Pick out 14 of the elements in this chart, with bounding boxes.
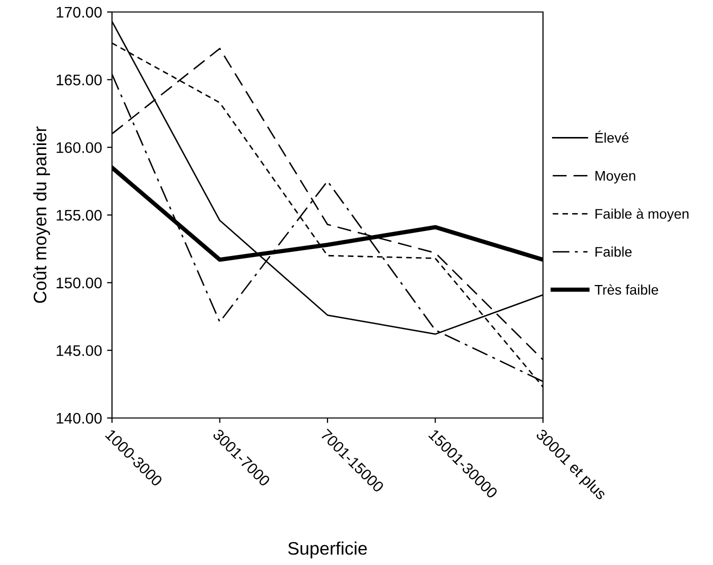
y-tick-label: 155.00: [56, 210, 102, 221]
y-tick-label: 170.00: [56, 6, 102, 18]
legend-label: Élevé: [596, 130, 629, 143]
y-tick-label: 160.00: [56, 142, 102, 154]
y-tick-label: 165.00: [56, 74, 102, 86]
x-axis-title: Superficie: [288, 542, 367, 558]
legend-label: Faible: [596, 246, 632, 257]
legend-label: Très faible: [594, 284, 658, 295]
y-tick-label: 145.00: [56, 345, 102, 356]
legend-label: Faible à moyen: [596, 208, 688, 222]
y-tick-label: 140.00: [56, 412, 102, 424]
y-tick-label: 150.00: [56, 278, 102, 288]
y-axis-title: Coût moyen du panier: [33, 126, 50, 303]
legend-label: Moyen: [596, 171, 636, 184]
